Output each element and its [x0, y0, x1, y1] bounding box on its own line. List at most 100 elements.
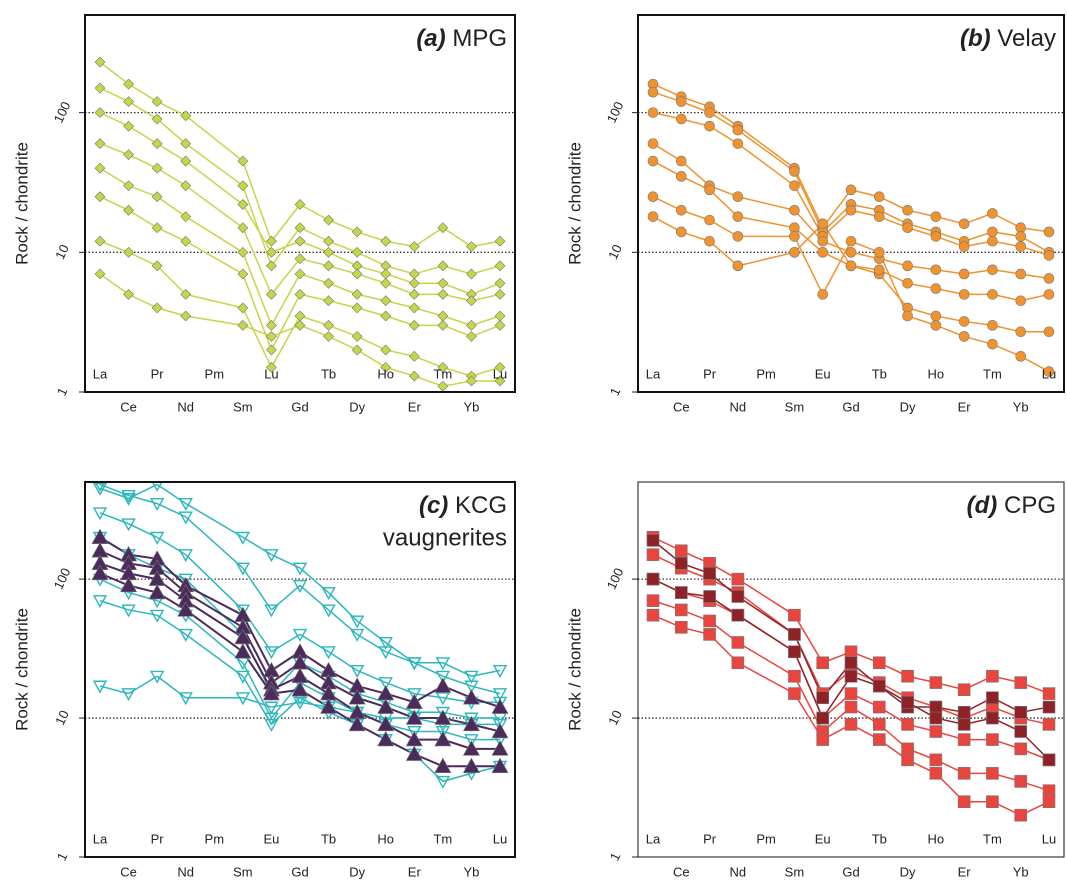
x-tick-label: Dy: [900, 864, 916, 879]
x-tick-label: Dy: [349, 399, 365, 414]
marker: [987, 320, 998, 331]
marker: [789, 180, 800, 191]
series-line: [185, 185, 244, 229]
series-line: [185, 614, 244, 664]
series-line: [185, 240, 244, 275]
y-axis-label: Rock / chondrite: [565, 608, 584, 731]
marker: [266, 235, 277, 247]
marker: [94, 107, 106, 119]
marker: [674, 603, 688, 617]
marker: [646, 548, 660, 561]
series-line: [270, 204, 301, 242]
marker: [177, 601, 195, 617]
panel-label: (c): [419, 492, 448, 519]
panel-name: CPG: [1004, 492, 1056, 519]
x-tick-label: Pr: [703, 831, 717, 846]
series-line: [471, 324, 501, 338]
series-line: [737, 129, 795, 172]
panel-title: (d) CPG: [967, 492, 1056, 519]
marker: [464, 734, 479, 748]
marker: [407, 657, 422, 671]
marker: [732, 124, 744, 136]
marker: [958, 289, 970, 300]
marker: [902, 260, 913, 272]
series-line: [271, 324, 301, 338]
marker: [434, 709, 452, 725]
series-line: [270, 258, 301, 295]
x-tick-label: Er: [408, 399, 422, 414]
series-line: [442, 315, 472, 327]
y-tick-label: 1: [607, 385, 624, 398]
marker: [1042, 784, 1056, 798]
marker: [407, 726, 422, 739]
marker: [262, 684, 280, 701]
series-line: [242, 185, 273, 267]
marker: [462, 689, 480, 705]
series-line: [99, 111, 129, 127]
panel-title: (c) KCG: [419, 492, 507, 519]
marker: [816, 733, 830, 746]
marker: [149, 670, 165, 684]
marker: [646, 572, 660, 586]
series-line: [185, 502, 244, 538]
marker: [1014, 725, 1028, 738]
series-line: [156, 167, 187, 187]
marker: [844, 656, 858, 670]
x-tick-label: Gd: [291, 864, 308, 879]
series-line: [709, 106, 739, 127]
series-line: [385, 265, 415, 275]
marker: [405, 745, 423, 761]
marker: [845, 260, 857, 272]
panel-label: (d): [967, 492, 998, 519]
series-line: [413, 227, 444, 248]
series-line: [271, 701, 301, 708]
marker: [1042, 753, 1056, 767]
x-tick-label: Yb: [1013, 864, 1029, 879]
marker: [321, 587, 336, 601]
marker: [1042, 795, 1056, 809]
series-line: [270, 273, 301, 326]
marker: [408, 288, 420, 300]
marker: [237, 222, 249, 234]
marker: [377, 730, 395, 747]
series-line: [442, 711, 472, 719]
marker: [149, 609, 165, 623]
series-line: [442, 293, 472, 302]
marker: [94, 191, 106, 203]
marker: [1014, 676, 1028, 689]
marker: [1042, 718, 1056, 731]
marker: [675, 155, 687, 167]
series-line: [185, 516, 244, 569]
x-tick-label: Sm: [233, 399, 253, 414]
series-line: [270, 584, 301, 611]
marker: [235, 670, 251, 684]
marker: [703, 567, 716, 580]
marker: [816, 691, 830, 705]
marker: [408, 350, 420, 362]
marker: [266, 288, 277, 300]
series-line: [128, 293, 158, 309]
series-line: [471, 669, 501, 677]
marker: [351, 246, 363, 258]
marker: [494, 319, 506, 331]
marker: [434, 677, 452, 693]
marker: [349, 664, 365, 678]
marker: [264, 604, 279, 618]
marker: [407, 688, 422, 702]
marker: [1043, 366, 1055, 377]
x-tick-label: La: [646, 366, 661, 381]
marker: [462, 740, 480, 756]
marker: [817, 247, 829, 258]
marker: [788, 669, 801, 683]
marker: [294, 235, 306, 247]
series-line: [652, 142, 682, 162]
x-tick-label: Ce: [673, 399, 690, 414]
x-tick-label: Lu: [1042, 831, 1056, 846]
series-line: [299, 240, 329, 254]
series-line: [471, 265, 501, 275]
marker: [94, 138, 106, 150]
marker: [291, 667, 309, 683]
marker: [94, 268, 106, 280]
marker: [266, 246, 277, 258]
marker: [845, 204, 857, 216]
